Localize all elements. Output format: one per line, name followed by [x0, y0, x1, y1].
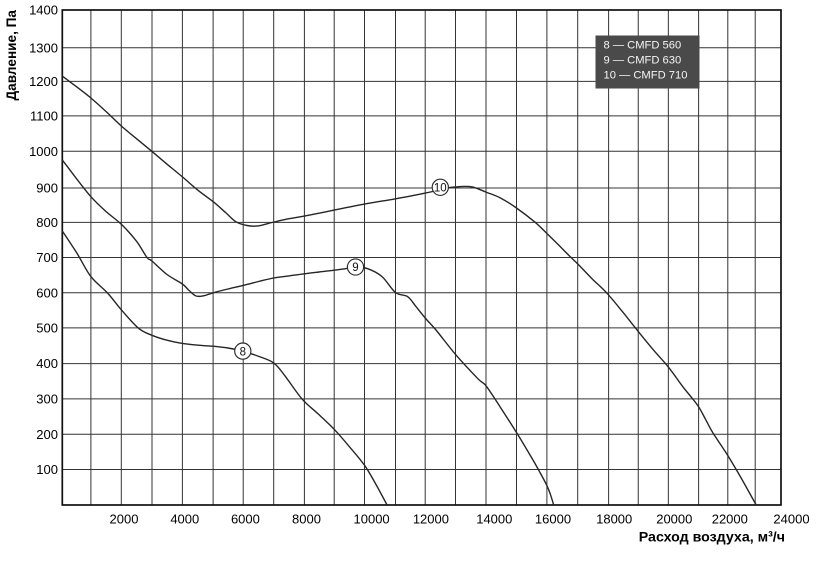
- svg-text:300: 300: [36, 392, 58, 407]
- svg-text:Расход воздуха, м³/ч: Расход воздуха, м³/ч: [639, 530, 785, 546]
- svg-text:1100: 1100: [30, 109, 58, 124]
- svg-text:4000: 4000: [170, 512, 199, 527]
- svg-text:600: 600: [36, 285, 58, 300]
- svg-text:8000: 8000: [292, 512, 321, 527]
- svg-text:8: 8: [240, 346, 246, 358]
- svg-text:8 — CMFD 560: 8 — CMFD 560: [604, 39, 682, 51]
- svg-text:10: 10: [434, 183, 447, 195]
- svg-text:100: 100: [36, 462, 58, 477]
- svg-text:1400: 1400: [29, 3, 58, 18]
- svg-text:200: 200: [36, 427, 58, 442]
- svg-text:2000: 2000: [110, 512, 139, 527]
- svg-text:9 — CMFD 630: 9 — CMFD 630: [604, 55, 682, 67]
- svg-text:1000: 1000: [29, 144, 58, 159]
- svg-text:400: 400: [36, 356, 58, 371]
- svg-text:6000: 6000: [231, 512, 260, 527]
- svg-text:800: 800: [36, 215, 58, 230]
- svg-text:10 — CMFD 710: 10 — CMFD 710: [604, 70, 688, 82]
- svg-text:900: 900: [36, 181, 58, 196]
- svg-text:700: 700: [36, 250, 58, 265]
- svg-text:9: 9: [352, 262, 358, 274]
- svg-text:500: 500: [36, 321, 58, 336]
- svg-text:24000: 24000: [773, 512, 809, 527]
- svg-text:1300: 1300: [29, 40, 58, 55]
- svg-text:Давление, Па: Давление, Па: [4, 10, 19, 101]
- svg-text:1200: 1200: [29, 74, 58, 89]
- svg-text:18000: 18000: [596, 512, 632, 527]
- svg-text:16000: 16000: [535, 512, 571, 527]
- svg-text:10000: 10000: [354, 512, 390, 527]
- svg-text:22000: 22000: [712, 512, 748, 527]
- svg-text:12000: 12000: [413, 512, 449, 527]
- svg-text:14000: 14000: [476, 512, 512, 527]
- svg-text:20000: 20000: [656, 512, 692, 527]
